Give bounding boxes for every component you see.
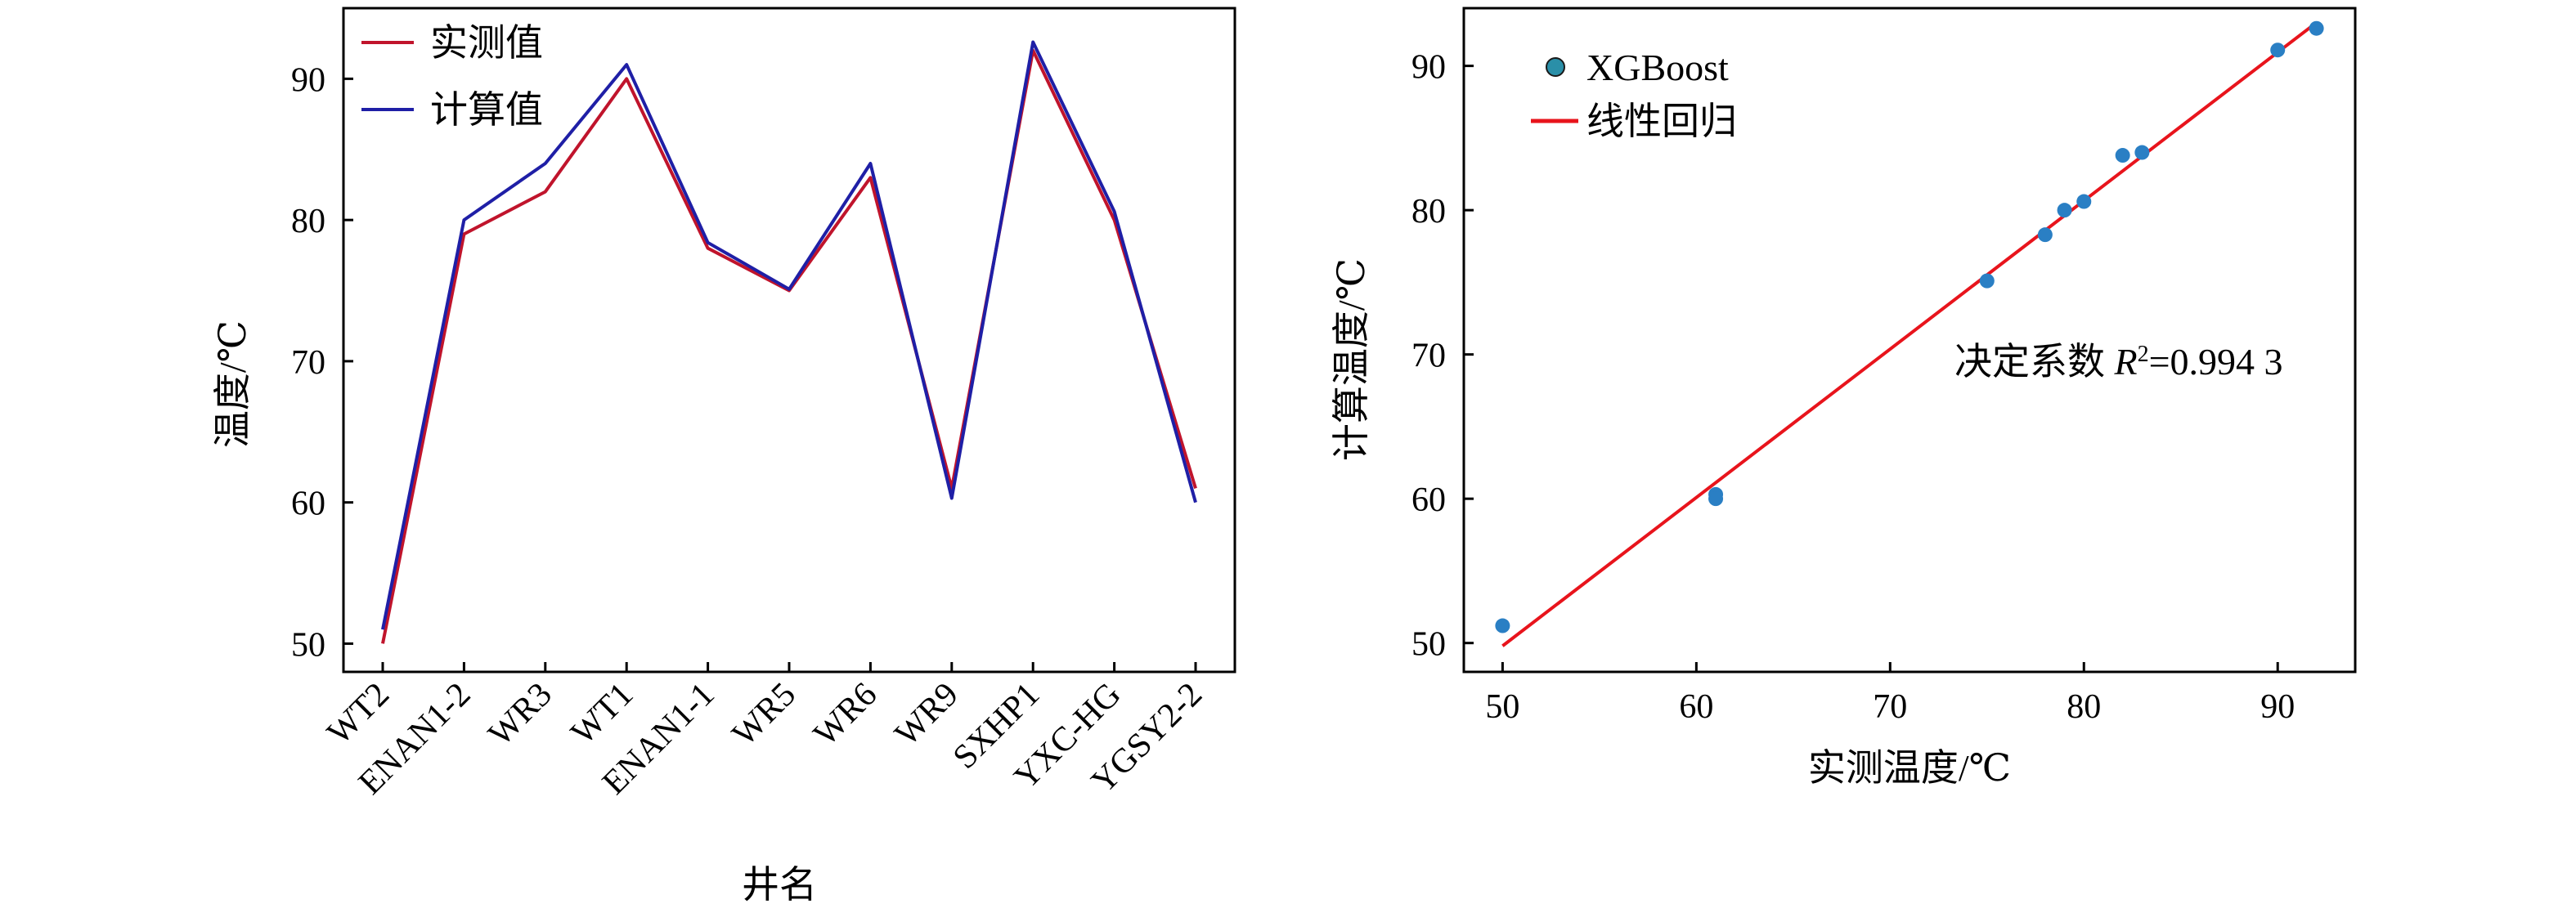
scatter-point	[1495, 618, 1510, 633]
line-chart-y-tick-label: 80	[291, 203, 325, 240]
legend-label-measured: 实测值	[430, 22, 543, 64]
legend-label-computed: 计算值	[430, 89, 543, 131]
scatter-chart-x-ticks: 50 60 70 80 90	[1485, 662, 2295, 726]
line-chart-y-tick-label: 60	[291, 486, 325, 523]
scatter-point	[2134, 145, 2150, 160]
r-squared-annotation: 决定系数 R2=0.994 3	[1954, 341, 2283, 383]
scatter-point	[2057, 203, 2072, 218]
scatter-chart-x-tick-label: 90	[2260, 688, 2295, 726]
legend-label-xgboost: XGBoost	[1586, 47, 1729, 88]
legend-marker-xgboost	[1546, 57, 1565, 77]
scatter-chart-x-tick-label: 60	[1679, 688, 1713, 726]
r-squared-symbol: R	[2114, 341, 2138, 383]
scatter-point	[2115, 148, 2130, 163]
line-chart-x-tick-label: WR6	[806, 676, 884, 754]
scatter-chart-y-tick-label: 80	[1411, 193, 1446, 230]
scatter-chart-plot-frame	[1462, 7, 2357, 674]
scatter-chart-y-axis-title: 计算温度/℃	[1331, 258, 1372, 461]
r-squared-superscript: 2	[2138, 342, 2149, 367]
line-chart-legend: 实测值 计算值	[361, 22, 543, 131]
scatter-point	[1708, 491, 1724, 507]
line-chart-y-tick-label: 50	[291, 626, 325, 664]
line-chart-y-axis-title: 温度/℃	[212, 320, 254, 448]
scatter-chart-y-tick-label: 70	[1411, 338, 1446, 375]
scatter-chart-y-tick-label: 50	[1411, 626, 1446, 664]
scatter-point	[1979, 273, 1995, 289]
line-chart-x-tick-label: WR3	[482, 676, 559, 754]
scatter-chart-x-tick-label: 80	[2067, 688, 2101, 726]
scatter-chart-y-tick-label: 60	[1411, 481, 1446, 519]
scatter-chart-legend: XGBoost 线性回归	[1531, 47, 1737, 142]
scatter-point	[2309, 20, 2324, 36]
scatter-point	[2270, 43, 2286, 58]
line-chart-y-tick-label: 70	[291, 344, 325, 382]
line-series-1	[381, 40, 1197, 630]
regression-line	[1501, 21, 2318, 647]
scatter-chart: 50 60 70 80 90 50 60 70 80 90 计算温度/℃ 实测温度/℃ XGBo…	[1331, 7, 2357, 789]
r-squared-value: =0.994 3	[2149, 341, 2283, 383]
line-chart-series	[381, 40, 1197, 644]
scatter-point	[2076, 194, 2092, 209]
scatter-chart-x-tick-label: 50	[1485, 688, 1519, 726]
scatter-chart-y-tick-label: 90	[1411, 49, 1446, 87]
line-chart-x-axis-title: 井名	[742, 864, 817, 906]
line-chart-y-tick-label: 90	[291, 61, 325, 99]
scatter-chart-x-axis-title: 实测温度/℃	[1808, 747, 2011, 789]
scatter-chart-marks	[1495, 20, 2324, 647]
line-series-0	[381, 48, 1197, 644]
line-chart-x-tick-label: WR5	[725, 676, 803, 754]
r-squared-prefix: 决定系数	[1954, 341, 2115, 383]
line-chart-y-ticks: 50 60 70 80 90	[291, 61, 353, 664]
legend-label-regression: 线性回归	[1586, 101, 1737, 142]
scatter-point	[2037, 227, 2053, 243]
scatter-chart-x-tick-label: 70	[1873, 688, 1907, 726]
scatter-chart-y-ticks: 50 60 70 80 90	[1411, 49, 1474, 664]
